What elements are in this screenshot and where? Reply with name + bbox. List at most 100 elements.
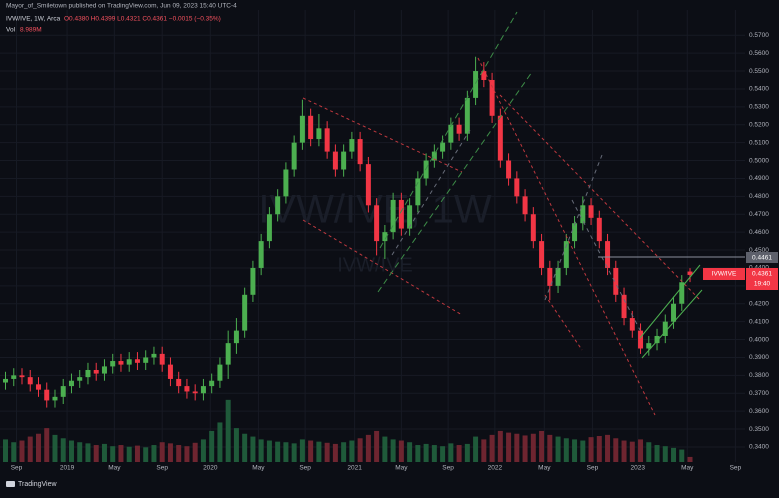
last-price-box xyxy=(746,268,778,290)
volume-bar xyxy=(547,434,553,462)
volume-bar xyxy=(242,433,248,462)
candle-body xyxy=(77,377,83,381)
publisher-line: Mayor_of_Smiletown published on TradingV… xyxy=(6,3,237,10)
x-axis: Sep 2019 May Sep 2020 May Sep 2021 May Sep 2022 May… xyxy=(11,465,742,472)
volume-bar xyxy=(481,439,487,462)
volume-bar xyxy=(349,440,355,462)
trend-line xyxy=(544,154,603,301)
y-tick-label: 0.4200 xyxy=(749,300,769,307)
y-tick-label: 0.3400 xyxy=(749,444,769,451)
candle-body xyxy=(596,217,602,242)
volume-bar xyxy=(27,436,33,462)
volume-bar xyxy=(448,443,454,462)
y-tick-label: 0.3800 xyxy=(749,372,769,379)
trend-line xyxy=(302,97,463,173)
volume-bar xyxy=(167,443,173,462)
volume-bar xyxy=(530,433,536,462)
symbol: IVW/IVE, 1W, Arca xyxy=(6,16,61,23)
volume-bar xyxy=(563,438,569,462)
y-tick-label: 0.3500 xyxy=(749,426,769,433)
volume-bar xyxy=(679,449,685,462)
candle-body xyxy=(118,361,124,365)
candle-body xyxy=(258,241,264,268)
candle-body xyxy=(539,241,545,268)
volume-bar xyxy=(473,436,479,462)
candle-body xyxy=(209,380,215,387)
candle-body xyxy=(308,115,314,140)
volume-bar xyxy=(93,445,99,462)
candle-body xyxy=(27,377,33,385)
volume-label: Vol xyxy=(6,27,16,34)
volume-bar xyxy=(440,446,446,462)
last-price: 0.4361 xyxy=(752,271,772,278)
volume-bar xyxy=(621,440,627,462)
y-tick-label: 0.5700 xyxy=(749,32,769,39)
candle-body xyxy=(349,139,355,152)
y-tick-label: 0.3600 xyxy=(749,408,769,415)
volume-bar xyxy=(159,442,165,462)
trend-line xyxy=(641,289,703,359)
candle-body xyxy=(473,71,479,98)
candle-body xyxy=(341,151,347,170)
trend-line xyxy=(302,219,463,316)
candle-body xyxy=(382,232,388,242)
volume-bar xyxy=(572,439,578,462)
volume-bar xyxy=(382,436,388,462)
candle-body xyxy=(431,151,437,161)
candle-body xyxy=(514,178,520,197)
volume-bar xyxy=(332,443,338,462)
candle-body xyxy=(60,386,66,397)
y-tick-label: 0.4900 xyxy=(749,175,769,182)
candle-body xyxy=(2,378,8,383)
candle-body xyxy=(605,241,611,268)
candle-body xyxy=(68,380,74,387)
candle-body xyxy=(407,205,413,229)
trend-line xyxy=(377,71,533,293)
candle-body xyxy=(110,361,116,367)
volume-bar xyxy=(654,445,660,462)
candle-body xyxy=(217,364,223,381)
level-label: 0.4461 xyxy=(752,255,772,262)
candle-body xyxy=(522,196,528,215)
candles xyxy=(2,56,693,408)
x-tick-label: May xyxy=(108,465,121,472)
candle-body xyxy=(489,79,495,116)
volume-bar xyxy=(217,422,223,462)
volume-bar xyxy=(588,437,594,462)
volume-pane xyxy=(2,399,693,462)
volume-bar xyxy=(341,442,347,462)
volume-bar xyxy=(539,430,545,462)
candle-body xyxy=(233,330,239,344)
volume-bar xyxy=(324,442,330,462)
candle-body xyxy=(621,294,627,319)
volume-bar xyxy=(258,439,264,462)
volume-bar xyxy=(596,436,602,462)
volume-bar xyxy=(233,428,239,462)
volume-bar xyxy=(398,440,404,462)
volume-bar xyxy=(431,445,437,462)
x-tick-label: May xyxy=(252,465,265,472)
volume-bar xyxy=(299,439,305,462)
trend-line xyxy=(639,264,701,339)
volume-bar xyxy=(464,443,470,462)
volume-bar xyxy=(77,442,83,462)
y-tick-label: 0.4000 xyxy=(749,336,769,343)
candle-body xyxy=(456,124,462,134)
candle-body xyxy=(530,214,536,242)
candle-body xyxy=(200,386,206,394)
candle-body xyxy=(415,178,421,206)
candle-body xyxy=(365,164,371,206)
candle-body xyxy=(572,223,578,242)
x-tick-label: May xyxy=(681,465,694,472)
candle-body xyxy=(101,366,107,374)
x-tick-label: 2019 xyxy=(60,465,75,472)
watermark-sub: IVW/IVE xyxy=(337,254,413,276)
candle-body xyxy=(159,353,165,365)
candle-body xyxy=(448,124,454,143)
x-tick-label: Sep xyxy=(587,465,599,472)
volume-bar xyxy=(522,435,528,462)
candle-body xyxy=(374,205,380,242)
x-tick-label: May xyxy=(538,465,551,472)
volume-bar xyxy=(638,439,644,462)
